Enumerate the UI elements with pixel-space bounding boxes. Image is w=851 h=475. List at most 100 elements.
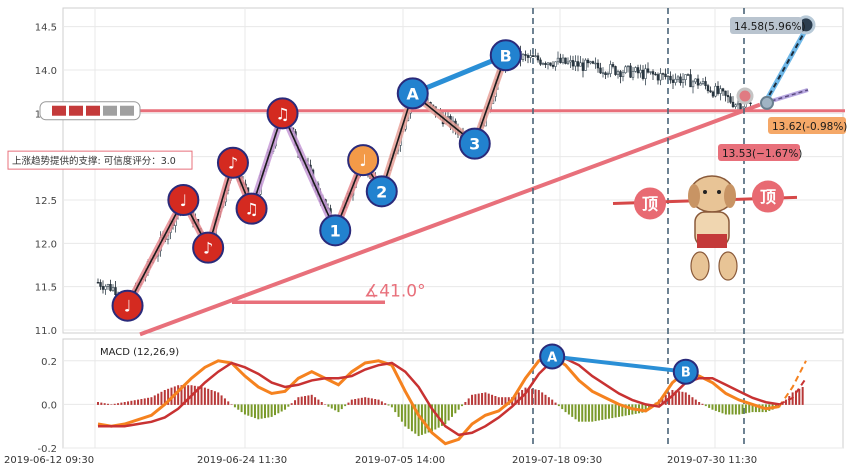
macd-histogram-bar [718, 404, 721, 413]
candle-body [551, 64, 555, 67]
candle-body [529, 55, 532, 58]
candle-body [594, 62, 597, 65]
candle-body [716, 85, 720, 94]
macd-histogram-bar [414, 404, 417, 434]
macd-histogram-bar [367, 397, 370, 405]
macd-histogram-bar [253, 404, 256, 419]
candle-body [539, 59, 542, 65]
macd-histogram-bar [547, 397, 550, 405]
candle-body [579, 62, 582, 67]
macd-histogram-bar [504, 397, 507, 405]
macd-histogram-bar [648, 404, 651, 410]
macd-histogram-bar [758, 404, 761, 413]
mascot-shorts [697, 234, 727, 248]
macd-histogram-bar [440, 404, 443, 426]
candle-body [674, 78, 677, 83]
macd-histogram-bar [140, 399, 143, 405]
macd-histogram-bar [491, 394, 494, 405]
macd-histogram-bar [714, 404, 717, 411]
candle-body [109, 284, 112, 291]
macd-histogram-bar [390, 404, 393, 408]
x-tick-label: 2019-06-12 09:30 [4, 455, 94, 466]
macd-dif-line [97, 354, 780, 446]
macd-histogram-bar [708, 404, 711, 408]
candle-body [664, 73, 667, 77]
support-label-text: 上涨趋势提供的支撑: 可信度评分：3.0 [12, 155, 176, 167]
y-tick-label: 14.0 [35, 66, 57, 77]
macd-histogram-bar [617, 404, 620, 417]
candle-body [526, 55, 530, 58]
macd-histogram-bar [694, 399, 697, 405]
macd-histogram-bar [577, 404, 580, 422]
macd-histogram-bar [748, 404, 751, 413]
macd-histogram-bar [691, 397, 694, 405]
macd-histogram-bar [734, 404, 737, 415]
macd-histogram-bar [661, 397, 664, 405]
macd-histogram-bar [561, 404, 564, 410]
macd-histogram-bar [741, 404, 744, 414]
candle-body [604, 72, 607, 75]
macd-histogram-bar [233, 404, 236, 408]
macd-histogram-bar [240, 404, 243, 413]
macd-histogram-bar [217, 392, 220, 405]
macd-histogram-bar [394, 404, 397, 413]
macd-histogram-bar [474, 394, 477, 405]
macd-histogram-bar [267, 404, 270, 418]
macd-histogram-bar [557, 404, 560, 407]
macd-histogram-bar [544, 394, 547, 405]
wave-marker-label: 3 [469, 135, 480, 154]
forecast-start-dot [736, 87, 754, 105]
macd-histogram-bar [611, 404, 614, 419]
macd-histogram-bar [467, 398, 470, 405]
candle-body [101, 286, 105, 290]
candle-body [676, 76, 680, 80]
candle-body [619, 71, 622, 78]
macd-histogram-bar [681, 391, 684, 405]
mascot-eye [703, 190, 707, 194]
macd-histogram-bar [454, 404, 457, 414]
macd-ab-line [551, 354, 687, 374]
macd-histogram-bar [798, 388, 801, 405]
macd-histogram-bar [97, 402, 99, 405]
candle-body [644, 68, 647, 79]
candle-body [569, 60, 572, 63]
candle-body [701, 81, 705, 84]
forecast-pivot-dot [760, 95, 774, 110]
candle-body [726, 95, 730, 98]
candle-body [641, 69, 645, 79]
candle-body [704, 81, 707, 86]
candle-body [636, 67, 640, 74]
macd-histogram-bar [227, 401, 230, 405]
forecast-up-dashed [764, 30, 806, 104]
candle-body [534, 55, 537, 57]
macd-histogram-bar [641, 404, 644, 413]
candle-body [631, 71, 635, 78]
candle-body [601, 72, 605, 74]
macd-title: MACD (12,26,9) [100, 347, 179, 358]
level-tag-swatch [103, 105, 117, 116]
wave-marker-label: ♫ [275, 104, 289, 123]
candle-body [584, 59, 587, 71]
macd-histogram-bar [193, 385, 196, 405]
candle-body [639, 69, 642, 74]
wave-marker-label: ♫ [244, 200, 258, 219]
macd-histogram-bar [744, 404, 747, 414]
macd-histogram-bar [284, 404, 287, 410]
macd-histogram-bar [100, 402, 103, 405]
top-marker-label: 顶 [642, 194, 658, 213]
macd-histogram-bar [354, 399, 357, 405]
macd-histogram-bar [607, 404, 610, 419]
candle-body [714, 85, 717, 97]
wave-line [380, 93, 414, 192]
macd-histogram-bar [334, 404, 337, 411]
labels: ∡41.0° 顶 顶 ♩ ♩ ♪ ♪ ♫ ♫ 1 ♩ 2 A 3 B 上涨趋势提供的支撑: 可信度评分：3.0… [7, 17, 847, 358]
candle-body [659, 73, 662, 81]
macd-histogram-bar [257, 404, 260, 420]
wave-marker-label: ♪ [228, 154, 238, 173]
macd-histogram-bar [571, 404, 574, 417]
macd-histogram-bar [494, 396, 497, 405]
macd-histogram-bar [424, 404, 427, 434]
macd-histogram-bar [250, 404, 253, 417]
macd-histogram-bar [247, 404, 250, 416]
macd-dif-forecast [778, 360, 807, 408]
